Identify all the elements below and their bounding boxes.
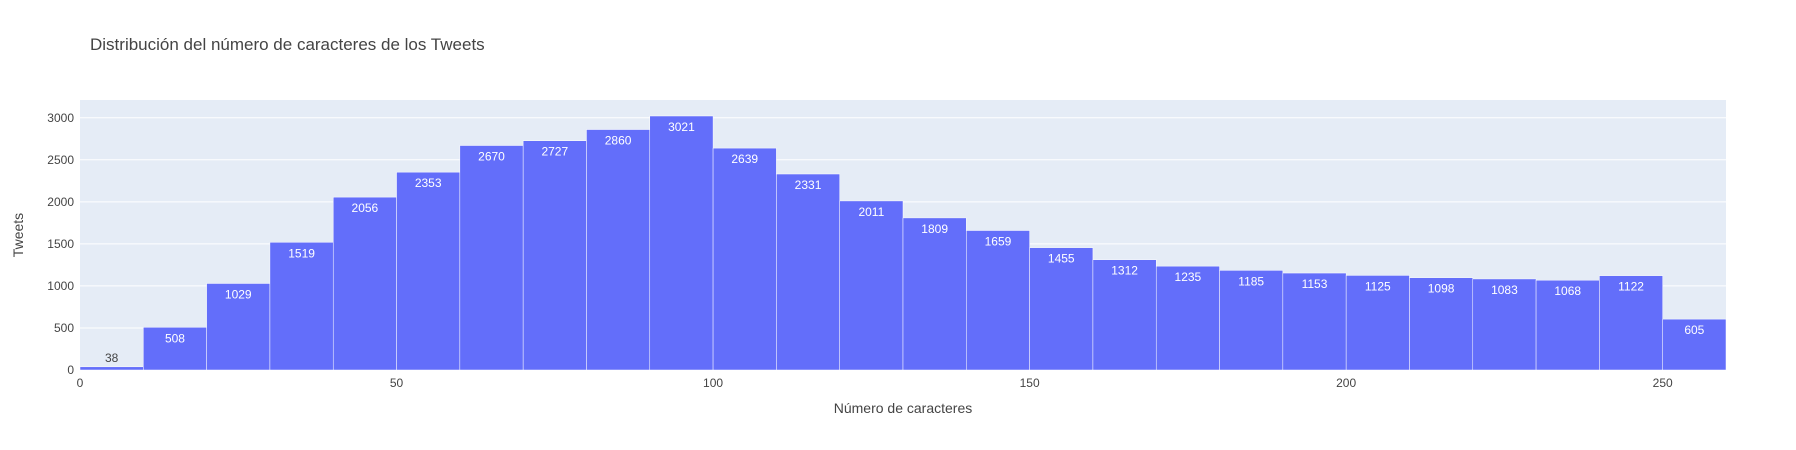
histogram-bar (1472, 278, 1537, 371)
bar-value-label: 1455 (1048, 252, 1075, 266)
bar-value-label: 1185 (1238, 274, 1264, 288)
y-tick-label: 2500 (47, 153, 74, 167)
bar-value-label: 1068 (1554, 284, 1581, 298)
histogram-bar (649, 115, 714, 371)
bar-value-label: 1029 (225, 287, 252, 301)
y-tick-label: 3000 (47, 111, 74, 125)
histogram-bar (269, 242, 334, 371)
x-tick-label: 50 (390, 376, 404, 390)
histogram-bar (586, 129, 651, 371)
histogram-bar (1535, 279, 1600, 371)
y-tick-label: 1500 (47, 237, 74, 251)
bar-value-label: 2056 (352, 201, 379, 215)
bar-labels: 38 508 1029 1519 2056 2353 2670 2727 2860 3021 263… (105, 120, 1705, 365)
bar-value-label: 1809 (921, 222, 948, 236)
bar-value-label: 1312 (1111, 264, 1138, 278)
bar-value-label: 508 (165, 331, 185, 345)
bar-value-label: 38 (105, 351, 119, 365)
x-tick-label: 200 (1336, 376, 1356, 390)
y-tick-label: 500 (54, 321, 74, 335)
histogram-bar (79, 366, 144, 371)
histogram-bar (206, 283, 271, 371)
bar-value-label: 1083 (1491, 283, 1518, 297)
bar-value-label: 3021 (668, 120, 695, 134)
bar-value-label: 1519 (288, 246, 315, 260)
y-axis-ticks: 0 500 1000 1500 2000 2500 3000 (47, 111, 74, 377)
bar-value-label: 1098 (1428, 282, 1455, 296)
y-tick-label: 2000 (47, 195, 74, 209)
bar-value-label: 2639 (731, 152, 758, 166)
histogram-bar (1029, 247, 1094, 371)
histogram-bar (1409, 277, 1474, 371)
y-tick-label: 1000 (47, 279, 74, 293)
x-axis-title: Número de caracteres (834, 400, 973, 416)
histogram-bar (1345, 275, 1410, 371)
bar-value-label: 2727 (541, 145, 568, 159)
x-tick-label: 150 (1020, 376, 1040, 390)
bar-value-label: 2331 (795, 178, 822, 192)
histogram-bar (1599, 275, 1663, 371)
x-tick-label: 250 (1653, 376, 1673, 390)
x-tick-label: 100 (703, 376, 723, 390)
x-axis-ticks: 0 50 100 150 200 250 (77, 376, 1673, 390)
bar-value-label: 2860 (605, 134, 632, 148)
histogram-bar (143, 327, 207, 371)
histogram-bar (902, 217, 967, 371)
histogram-bar (522, 140, 587, 371)
bar-value-label: 2011 (858, 205, 884, 219)
bar-value-label: 1122 (1618, 280, 1644, 294)
histogram-bar (712, 147, 777, 371)
histogram-bar (966, 230, 1030, 371)
y-tick-label: 0 (67, 363, 74, 377)
bar-value-label: 605 (1684, 323, 1704, 337)
chart-title: Distribución del número de caracteres de… (90, 35, 485, 54)
bar-value-label: 1125 (1365, 279, 1391, 293)
histogram-bar (1662, 318, 1727, 371)
x-tick-label: 0 (77, 376, 84, 390)
bar-value-label: 1659 (985, 235, 1012, 249)
histogram-bar (1282, 272, 1347, 371)
histogram-bar (396, 171, 461, 371)
bar-value-label: 1153 (1302, 277, 1328, 291)
y-axis-title: Tweets (10, 213, 26, 257)
histogram-bar (459, 145, 524, 371)
histogram-bar (776, 173, 840, 371)
histogram-bar (1219, 270, 1284, 371)
histogram-bar (332, 196, 397, 371)
histogram-bar (839, 200, 904, 371)
bars (79, 115, 1727, 371)
bar-value-label: 2670 (478, 150, 505, 164)
histogram-bar (1092, 259, 1157, 371)
bar-value-label: 1235 (1175, 270, 1202, 284)
bar-value-label: 2353 (415, 176, 442, 190)
